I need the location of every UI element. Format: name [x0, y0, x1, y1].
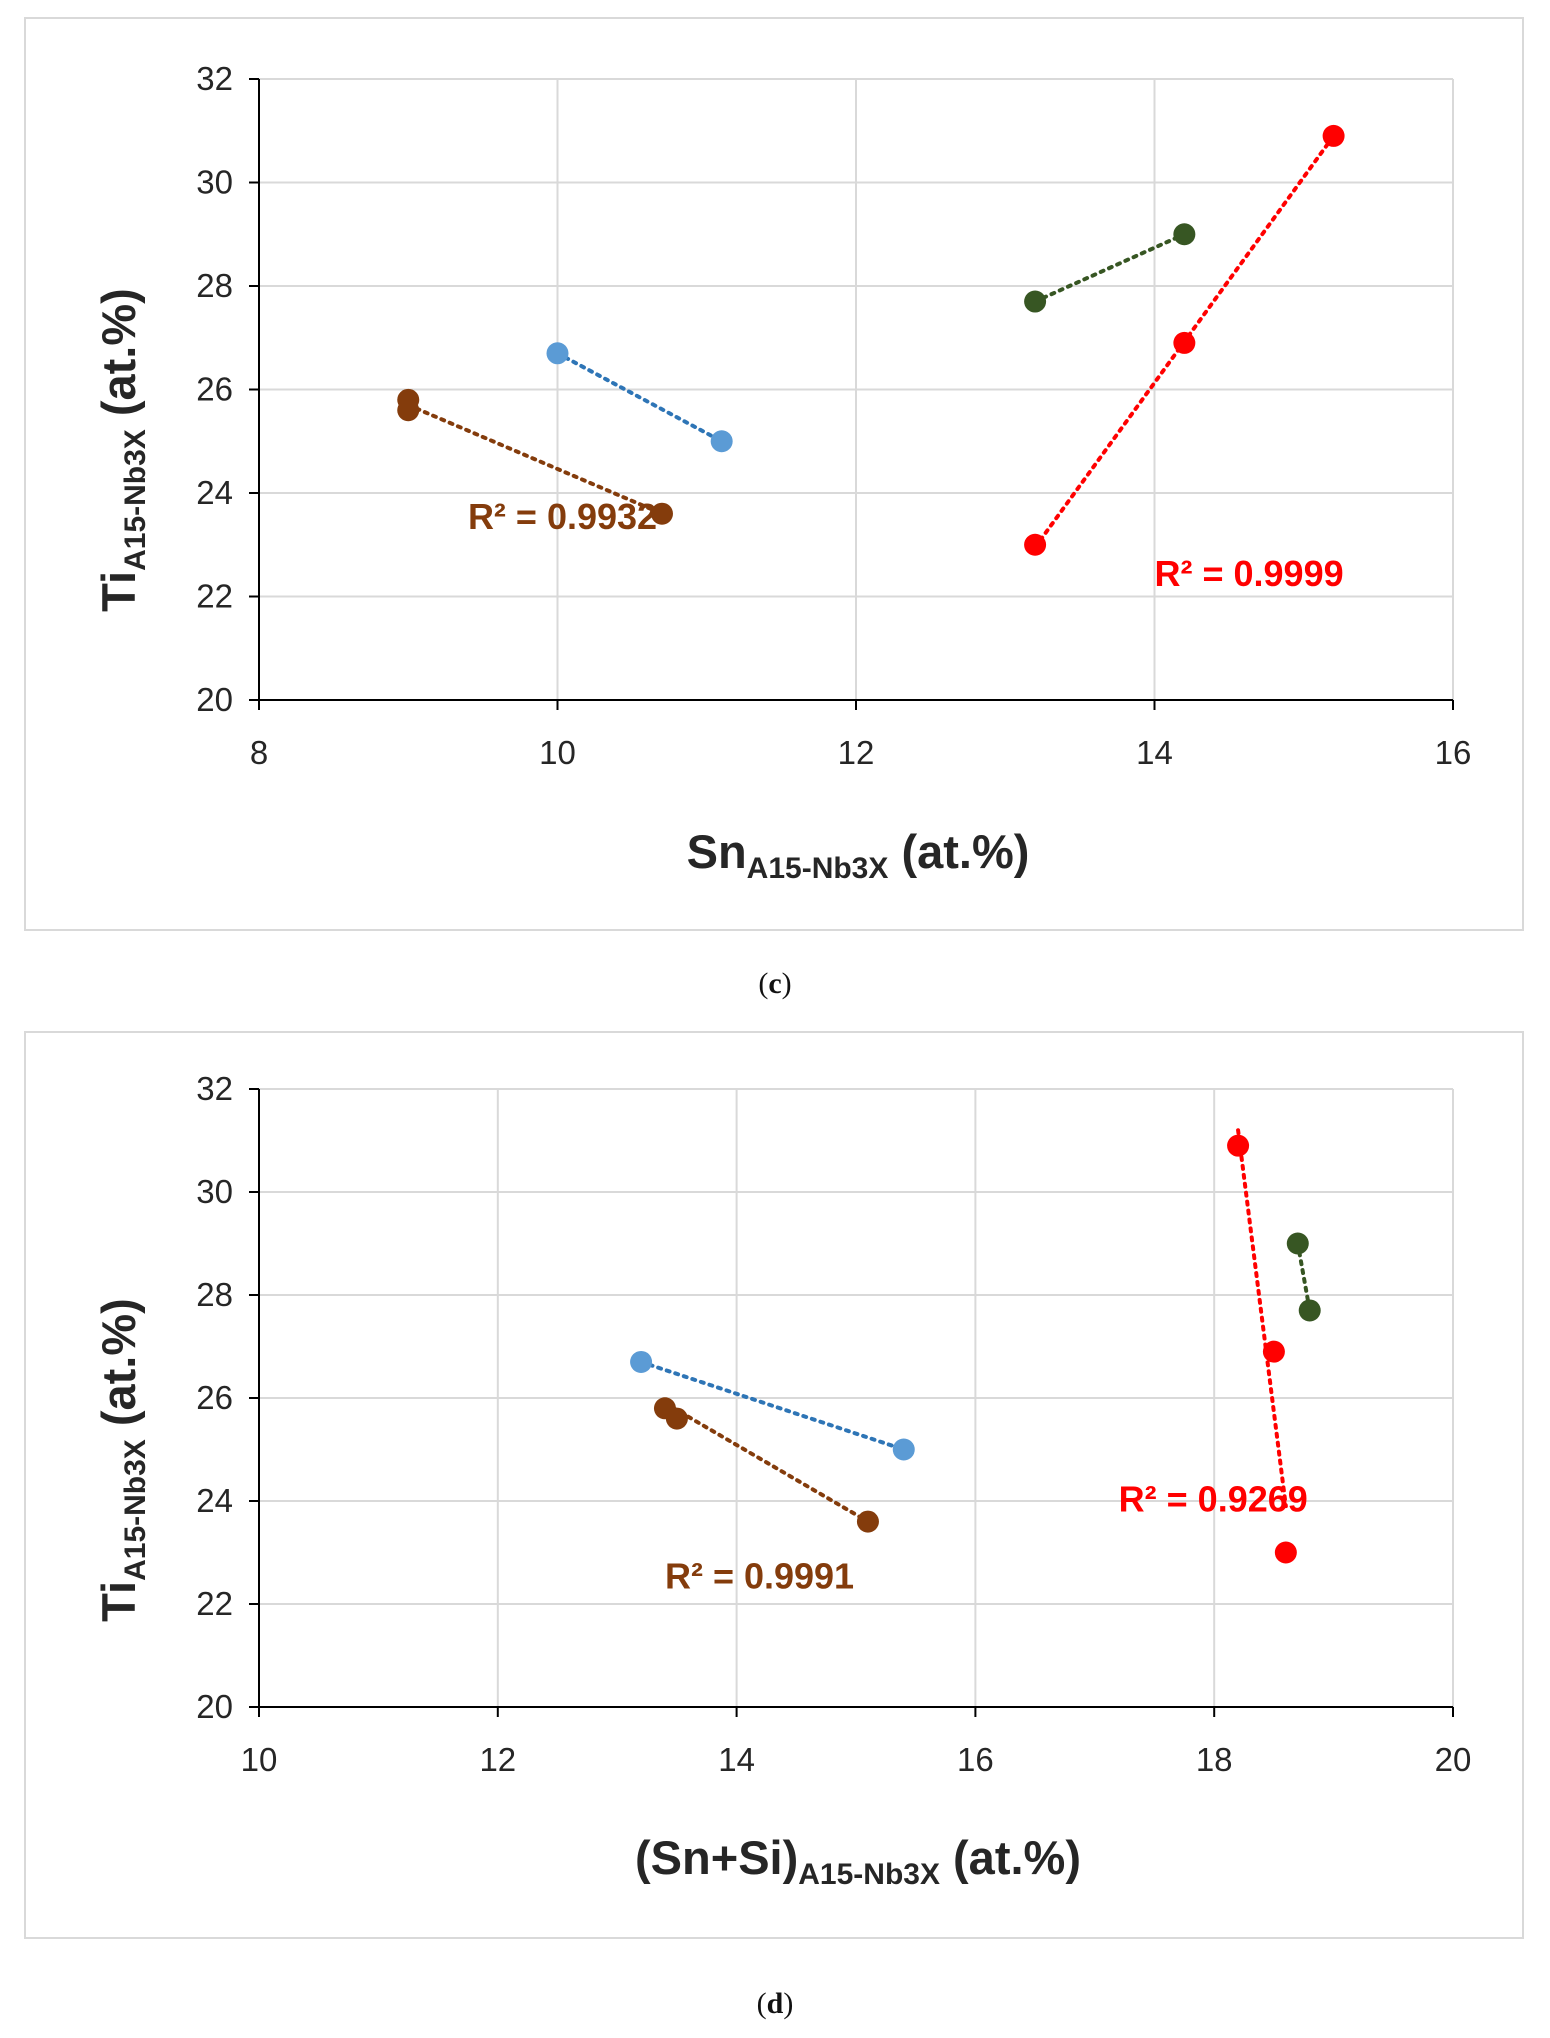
data-point-brown	[650, 502, 673, 525]
y-tick-labels-d: 20 22 24 26 28 30 32	[196, 1070, 233, 1725]
annotations-d: R² = 0.9991 R² = 0.9269	[665, 1478, 1308, 1596]
data-points-c	[397, 124, 1345, 556]
trendline-brown	[662, 1401, 870, 1524]
y-tick-label: 32	[196, 60, 233, 97]
chart-frame-d	[24, 1031, 1524, 1939]
axes-d	[249, 1088, 1454, 1717]
caption-c: (c)	[758, 967, 791, 1000]
x-axis-title-main: Sn	[687, 825, 747, 878]
y-tick-label: 26	[196, 371, 233, 408]
chart-frame-c	[24, 17, 1524, 931]
y-tick-label: 32	[196, 1070, 233, 1107]
x-axis-title-d: (Sn+Si)A15-Nb3X (at.%)	[635, 1831, 1081, 1891]
data-point-brown	[856, 1510, 879, 1533]
y-axis-title-d: TiA15-Nb3X (at.%)	[92, 1298, 152, 1622]
data-point-red	[1322, 124, 1345, 147]
y-tick-label: 30	[196, 1173, 233, 1210]
x-tick-label: 10	[539, 734, 576, 771]
x-tick-label: 20	[1435, 1741, 1472, 1778]
x-tick-label: 12	[838, 734, 875, 771]
data-point-red	[1262, 1340, 1285, 1363]
x-tick-label: 18	[1196, 1741, 1233, 1778]
data-point-blue	[710, 430, 733, 453]
gridlines-d	[259, 1088, 1454, 1707]
y-tick-label: 28	[196, 267, 233, 304]
x-axis-title-unit: (at.%)	[888, 825, 1029, 878]
x-tick-label: 14	[718, 1741, 755, 1778]
y-tick-label: 22	[196, 1585, 233, 1622]
data-point-red	[1024, 533, 1047, 556]
y-tick-label: 24	[196, 1482, 233, 1519]
y-tick-label: 20	[196, 1688, 233, 1725]
y-axis-title-unit: (at.%)	[92, 1298, 145, 1439]
x-tick-label: 8	[250, 734, 268, 771]
r-squared-label-red: R² = 0.9269	[1119, 1478, 1308, 1519]
trendline-red	[1236, 1128, 1288, 1509]
y-axis-title-main: Ti	[92, 1581, 145, 1622]
trendline-green	[1033, 232, 1187, 304]
caption-d: (d)	[757, 1987, 794, 2020]
y-tick-label: 22	[196, 578, 233, 615]
x-axis-title-subscript: A15-Nb3X	[798, 1858, 940, 1891]
x-tick-label: 12	[479, 1741, 516, 1778]
data-point-green	[1173, 223, 1196, 246]
x-axis-title-c: SnA15-Nb3X (at.%)	[687, 825, 1030, 885]
trendline-green	[1295, 1241, 1312, 1313]
r-squared-label-brown: R² = 0.9932	[468, 496, 657, 537]
y-axis-title-subscript: A15-Nb3X	[119, 1439, 152, 1581]
annotations-c: R² = 0.9932 R² = 0.9999	[468, 496, 1344, 594]
x-tick-label: 14	[1136, 734, 1173, 771]
y-tick-label: 30	[196, 164, 233, 201]
data-point-red	[1227, 1134, 1250, 1157]
data-point-green	[1286, 1232, 1309, 1255]
axes-c	[249, 78, 1454, 710]
x-tick-label: 16	[1435, 734, 1472, 771]
caption-letter-d: d	[767, 1987, 784, 2020]
x-axis-title-subscript: A15-Nb3X	[747, 852, 889, 885]
x-tick-label: 16	[957, 1741, 994, 1778]
caption-letter-c: c	[768, 967, 781, 1000]
trendlines-d	[639, 1128, 1312, 1524]
data-point-blue	[892, 1438, 915, 1461]
gridlines-c	[259, 78, 1454, 700]
x-axis-title-main: (Sn+Si)	[635, 1831, 798, 1884]
y-axis-title-main: Ti	[92, 571, 145, 612]
y-axis-title-c: TiA15-Nb3X (at.%)	[92, 288, 152, 612]
y-axis-title-unit: (at.%)	[92, 288, 145, 429]
x-axis-title-unit: (at.%)	[940, 1831, 1081, 1884]
r-squared-label-brown: R² = 0.9991	[665, 1556, 854, 1597]
trendline-blue	[555, 351, 724, 444]
r-squared-label-red: R² = 0.9999	[1155, 553, 1344, 594]
data-points-d	[630, 1134, 1321, 1564]
data-point-red	[1274, 1541, 1297, 1564]
trendline-brown	[406, 403, 664, 516]
y-tick-label: 26	[196, 1379, 233, 1416]
y-axis-title-subscript: A15-Nb3X	[119, 429, 152, 571]
data-point-blue	[546, 342, 569, 365]
data-point-brown	[665, 1407, 688, 1430]
y-tick-label: 20	[196, 681, 233, 718]
data-point-green	[1298, 1299, 1321, 1322]
x-tick-labels-d: 10 12 14 16 18 20	[241, 1741, 1472, 1778]
trendline-blue	[639, 1359, 906, 1452]
data-point-brown	[397, 399, 420, 422]
y-tick-label: 28	[196, 1276, 233, 1313]
x-tick-label: 10	[241, 1741, 278, 1778]
data-point-blue	[630, 1350, 653, 1373]
y-tick-labels-c: 20 22 24 26 28 30 32	[196, 60, 233, 718]
data-point-red	[1173, 331, 1196, 354]
data-point-green	[1024, 290, 1047, 313]
y-tick-label: 24	[196, 474, 233, 511]
x-tick-labels-c: 8 10 12 14 16	[250, 734, 1472, 771]
